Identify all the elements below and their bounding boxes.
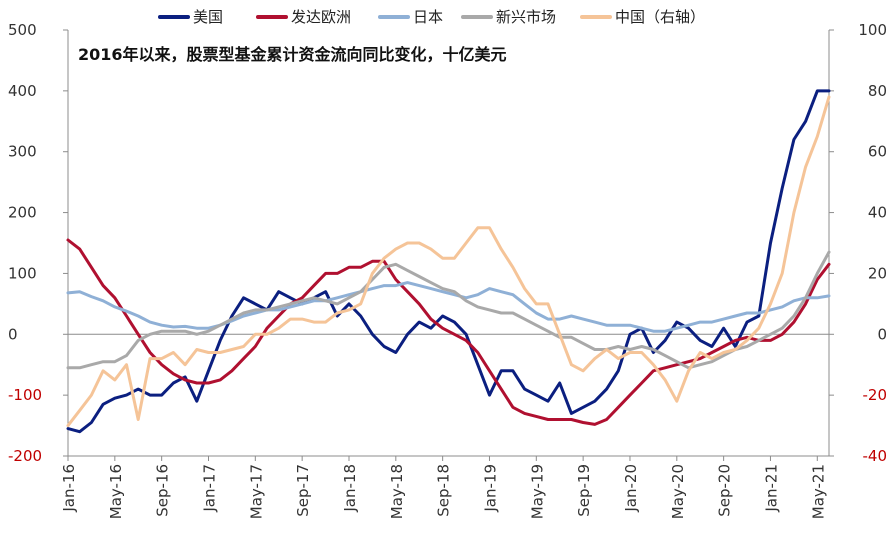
x-tick-label: May-16 <box>107 464 125 519</box>
x-tick-label: Jan-19 <box>481 464 499 513</box>
x-tick-label: May-21 <box>809 464 827 519</box>
x-tick-label: Jan-21 <box>762 464 780 513</box>
y-right-tick-label: -40 <box>863 447 888 465</box>
legend-label-3: 新兴市场 <box>496 8 556 26</box>
series-line-3 <box>66 250 831 370</box>
x-tick-label: May-18 <box>388 464 406 519</box>
y-left-tick-label: 500 <box>8 21 37 39</box>
x-tick-label: Sep-17 <box>294 464 312 517</box>
x-tick-label: Sep-20 <box>716 464 734 517</box>
y-left-tick-label: 0 <box>8 325 18 343</box>
y-right-tick-label: 100 <box>858 21 887 39</box>
axes: -200-1000100200300400500-40-200204060801… <box>8 21 887 519</box>
legend-label-0: 美国 <box>193 8 223 26</box>
legend-label-1: 发达欧洲 <box>291 8 351 26</box>
y-right-tick-label: 80 <box>868 82 887 100</box>
y-left-tick-label: -200 <box>8 447 42 465</box>
y-left-tick-label: 200 <box>8 204 37 222</box>
series-line-4 <box>66 95 831 428</box>
legend-label-4: 中国（右轴） <box>615 8 705 26</box>
y-right-tick-label: 0 <box>877 325 887 343</box>
y-left-tick-label: 300 <box>8 143 37 161</box>
y-right-tick-label: 40 <box>868 204 887 222</box>
x-tick-label: Sep-18 <box>435 464 453 517</box>
legend-label-2: 日本 <box>413 8 443 26</box>
x-tick-label: Jan-20 <box>622 464 640 513</box>
y-left-tick-label: 100 <box>8 264 37 282</box>
series-line-0 <box>66 89 831 434</box>
x-tick-label: May-17 <box>247 464 265 519</box>
y-right-tick-label: 60 <box>868 143 887 161</box>
series-line-2 <box>66 281 831 333</box>
legend: 美国 发达欧洲 日本 新兴市场 中国（右轴） <box>158 8 705 26</box>
x-tick-label: Jan-17 <box>200 464 218 513</box>
x-tick-label: May-19 <box>528 464 546 519</box>
x-tick-label: Jan-18 <box>341 464 359 513</box>
x-tick-label: Sep-19 <box>575 464 593 517</box>
y-left-tick-label: 400 <box>8 82 37 100</box>
x-tick-label: May-20 <box>669 464 687 519</box>
plot-area <box>66 89 831 434</box>
y-left-tick-label: -100 <box>8 386 42 404</box>
x-tick-label: Jan-16 <box>60 464 78 513</box>
y-right-tick-label: -20 <box>863 386 888 404</box>
x-tick-label: Sep-16 <box>154 464 172 517</box>
y-right-tick-label: 20 <box>868 264 887 282</box>
chart-title: 2016年以来，股票型基金累计资金流向同比变化，十亿美元 <box>78 45 507 64</box>
series-line-1 <box>66 238 831 426</box>
